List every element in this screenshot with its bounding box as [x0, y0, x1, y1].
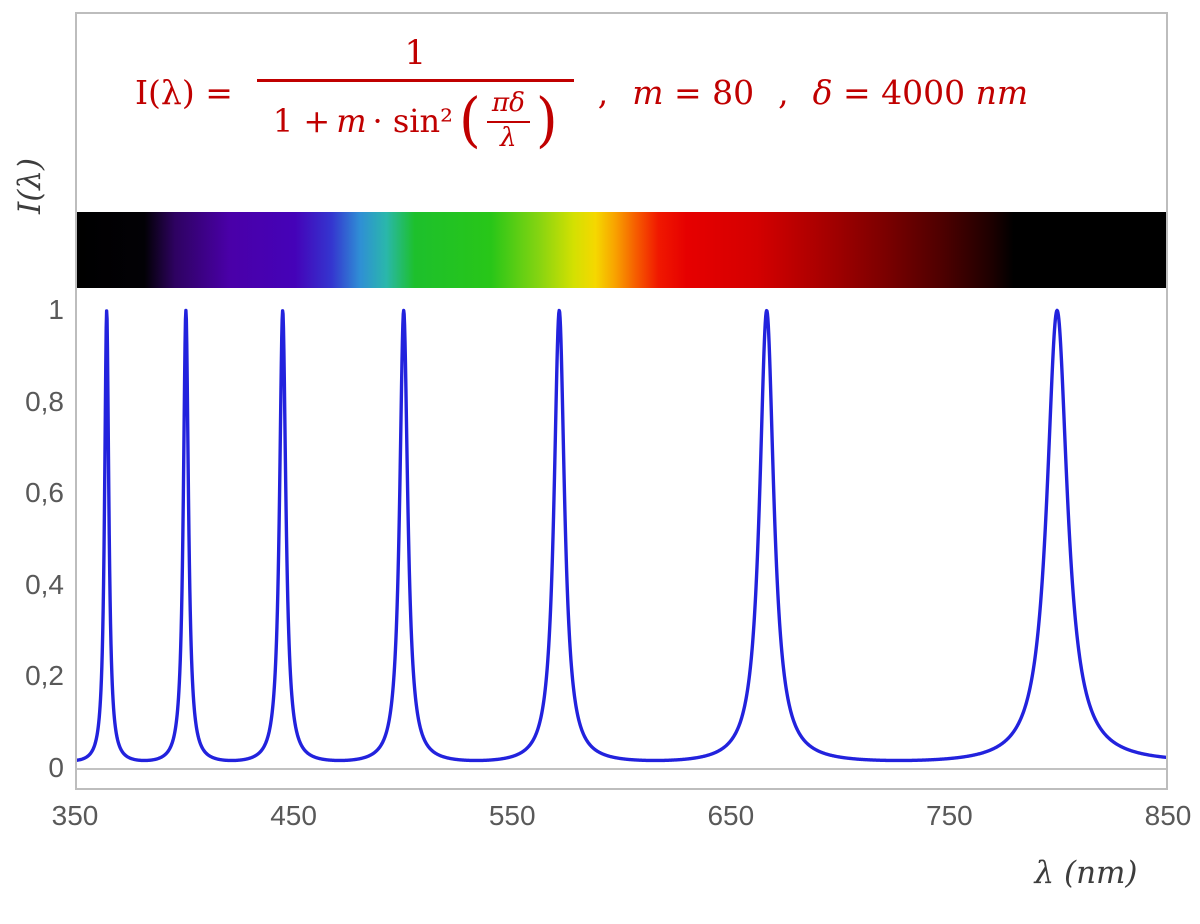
- open-paren: (: [458, 86, 481, 155]
- formula-den-m: m: [336, 101, 367, 140]
- y-tick-label: 0,6: [25, 477, 64, 509]
- formula-denominator: 1 + m · sin² ( πδ λ ): [256, 79, 574, 155]
- formula-comma-2: ,: [778, 73, 789, 113]
- x-tick-label: 450: [270, 800, 317, 831]
- plot-area: I(λ) = 1 1 + m · sin² ( πδ λ ) , m = 80 …: [75, 12, 1168, 790]
- formula-den-plus: 1 +: [272, 101, 331, 140]
- y-axis-title: I(λ): [12, 157, 48, 215]
- x-tick-label: 750: [926, 800, 973, 831]
- y-tick-label: 1: [48, 294, 64, 325]
- x-tick-label: 550: [488, 800, 536, 831]
- y-tick-label: 0,8: [25, 385, 64, 417]
- y-tick-label: 0,2: [25, 660, 64, 692]
- formula-den-sin: · sin²: [372, 101, 453, 140]
- y-tick-label: 0: [48, 752, 64, 783]
- x-tick-label: 350: [51, 800, 99, 831]
- intensity-curve: [77, 308, 1166, 763]
- formula-numerator: 1: [404, 33, 427, 73]
- y-tick-label: 0,4: [25, 568, 64, 600]
- inner-denominator: λ: [500, 122, 517, 153]
- formula-m-equation: m = 80: [632, 73, 755, 113]
- intensity-curve-line: [77, 308, 1166, 763]
- inner-numerator: πδ: [486, 90, 530, 123]
- x-axis-title: λ (nm): [1034, 855, 1138, 891]
- close-paren: ): [535, 86, 558, 155]
- formula-delta-equation: δ = 4000 nm: [812, 73, 1029, 113]
- x-tick-label: 850: [1144, 800, 1192, 831]
- visible-spectrum-bar: [77, 212, 1166, 288]
- formula-main-fraction: 1 1 + m · sin² ( πδ λ ): [256, 33, 574, 155]
- formula-comma-1: ,: [597, 73, 609, 113]
- formula-lhs: I(λ) =: [135, 73, 233, 113]
- formula: I(λ) = 1 1 + m · sin² ( πδ λ ) , m = 80 …: [135, 33, 1029, 155]
- formula-inner-fraction: πδ λ: [486, 90, 530, 153]
- x-axis-line: [77, 768, 1166, 770]
- x-tick-label: 650: [707, 800, 755, 831]
